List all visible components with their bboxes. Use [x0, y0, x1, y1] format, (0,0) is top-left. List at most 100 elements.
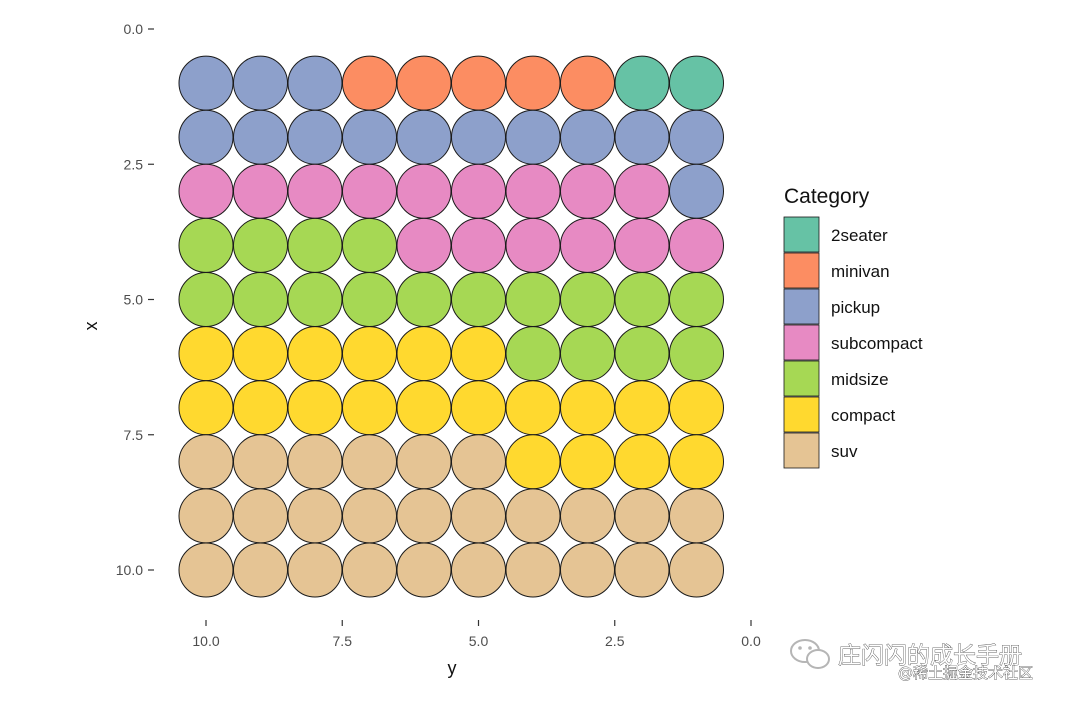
- waffle-point-pickup: [233, 109, 288, 165]
- waffle-point-minivan: [451, 55, 506, 111]
- waffle-point-midsize: [505, 272, 561, 327]
- waffle-point-pickup: [451, 109, 506, 165]
- legend-key-compact: [783, 396, 820, 433]
- waffle-point-compact: [560, 434, 615, 490]
- x-tick-label: 10.0: [192, 633, 219, 649]
- waffle-point-midsize: [396, 272, 452, 327]
- waffle-point-midsize: [233, 217, 288, 273]
- waffle-point-suv: [287, 434, 343, 490]
- waffle-point-midsize: [233, 272, 288, 327]
- legend-key-suv: [783, 432, 820, 469]
- waffle-point-suv: [178, 542, 234, 598]
- waffle-point-suv: [396, 488, 452, 544]
- legend-label: subcompact: [831, 334, 923, 353]
- waffle-point-compact: [233, 326, 288, 382]
- waffle-point-subcompact: [560, 163, 615, 219]
- waffle-point-midsize: [178, 217, 234, 273]
- waffle-point-subcompact: [451, 163, 506, 219]
- legend-key-minivan: [783, 252, 820, 289]
- waffle-point-suv: [233, 488, 288, 544]
- waffle-point-midsize: [560, 326, 615, 382]
- waffle-point-compact: [505, 434, 561, 490]
- waffle-point-midsize: [287, 217, 343, 273]
- waffle-point-compact: [178, 326, 234, 382]
- waffle-point-midsize: [178, 272, 234, 327]
- waffle-point-subcompact: [178, 163, 234, 219]
- watermark-title: 庄闪闪的成长手册: [838, 643, 1022, 669]
- waffle-point-subcompact: [396, 217, 452, 273]
- waffle-point-suv: [560, 488, 615, 544]
- waffle-point-compact: [233, 380, 288, 436]
- waffle-point-midsize: [614, 272, 670, 327]
- waffle-point-subcompact: [505, 163, 561, 219]
- waffle-point-pickup: [233, 55, 288, 111]
- x-tick-label: 5.0: [469, 633, 489, 649]
- legend-label: pickup: [831, 298, 880, 317]
- waffle-point-minivan: [342, 55, 397, 111]
- waffle-point-midsize: [342, 272, 397, 327]
- x-tick-label: 0.0: [741, 633, 761, 649]
- legend-key-2seater: [783, 216, 820, 253]
- legend-label: 2seater: [831, 226, 888, 245]
- waffle-point-compact: [560, 380, 615, 436]
- waffle-point-subcompact: [233, 163, 288, 219]
- legend-label: compact: [831, 406, 896, 425]
- waffle-point-minivan: [396, 55, 452, 111]
- watermark: 庄闪闪的成长手册 @稀土掘金技术社区: [790, 639, 1033, 682]
- waffle-point-subcompact: [614, 217, 670, 273]
- waffle-point-pickup: [396, 109, 452, 165]
- y-tick-label: 2.5: [124, 156, 144, 172]
- waffle-point-midsize: [287, 272, 343, 327]
- waffle-point-suv: [396, 434, 452, 490]
- waffle-point-subcompact: [560, 217, 615, 273]
- legend-key-pickup: [783, 288, 820, 325]
- legend-label: midsize: [831, 370, 889, 389]
- legend-label: minivan: [831, 262, 890, 281]
- waffle-point-subcompact: [614, 163, 670, 219]
- waffle-point-suv: [178, 434, 234, 490]
- waffle-point-suv: [287, 488, 343, 544]
- waffle-point-pickup: [614, 109, 670, 165]
- y-tick-label: 0.0: [124, 21, 144, 37]
- y-tick-label: 10.0: [116, 562, 143, 578]
- watermark-subtitle: @稀土掘金技术社区: [898, 664, 1033, 682]
- waffle-point-subcompact: [342, 163, 397, 219]
- waffle-point-compact: [451, 380, 506, 436]
- waffle-point-compact: [342, 326, 397, 382]
- waffle-point-midsize: [342, 217, 397, 273]
- waffle-point-compact: [287, 380, 343, 436]
- waffle-point-compact: [669, 380, 724, 436]
- waffle-point-suv: [342, 434, 397, 490]
- waffle-point-2seater: [669, 55, 724, 111]
- waffle-point-pickup: [669, 109, 724, 165]
- waffle-point-suv: [505, 542, 561, 598]
- waffle-point-compact: [178, 380, 234, 436]
- waffle-point-compact: [287, 326, 343, 382]
- legend: Category 2seater minivan pickup subcompact m…: [783, 185, 923, 469]
- waffle-point-compact: [614, 380, 670, 436]
- waffle-point-suv: [614, 542, 670, 598]
- waffle-point-pickup: [287, 55, 343, 111]
- waffle-point-pickup: [178, 109, 234, 165]
- waffle-point-pickup: [287, 109, 343, 165]
- waffle-point-suv: [287, 542, 343, 598]
- y-tick-label: 7.5: [124, 427, 144, 443]
- waffle-point-suv: [451, 488, 506, 544]
- waffle-point-subcompact: [287, 163, 343, 219]
- waffle-point-pickup: [505, 109, 561, 165]
- waffle-point-suv: [342, 542, 397, 598]
- waffle-point-suv: [233, 434, 288, 490]
- waffle-point-subcompact: [451, 217, 506, 273]
- waffle-point-midsize: [614, 326, 670, 382]
- waffle-point-subcompact: [396, 163, 452, 219]
- waffle-point-compact: [342, 380, 397, 436]
- waffle-point-compact: [614, 434, 670, 490]
- legend-key-subcompact: [783, 324, 820, 361]
- legend-key-midsize: [783, 360, 820, 397]
- y-axis-title: x: [81, 322, 101, 331]
- waffle-point-pickup: [342, 109, 397, 165]
- waffle-point-suv: [560, 542, 615, 598]
- waffle-point-compact: [451, 326, 506, 382]
- waffle-point-minivan: [505, 55, 561, 111]
- waffle-point-pickup: [669, 163, 724, 219]
